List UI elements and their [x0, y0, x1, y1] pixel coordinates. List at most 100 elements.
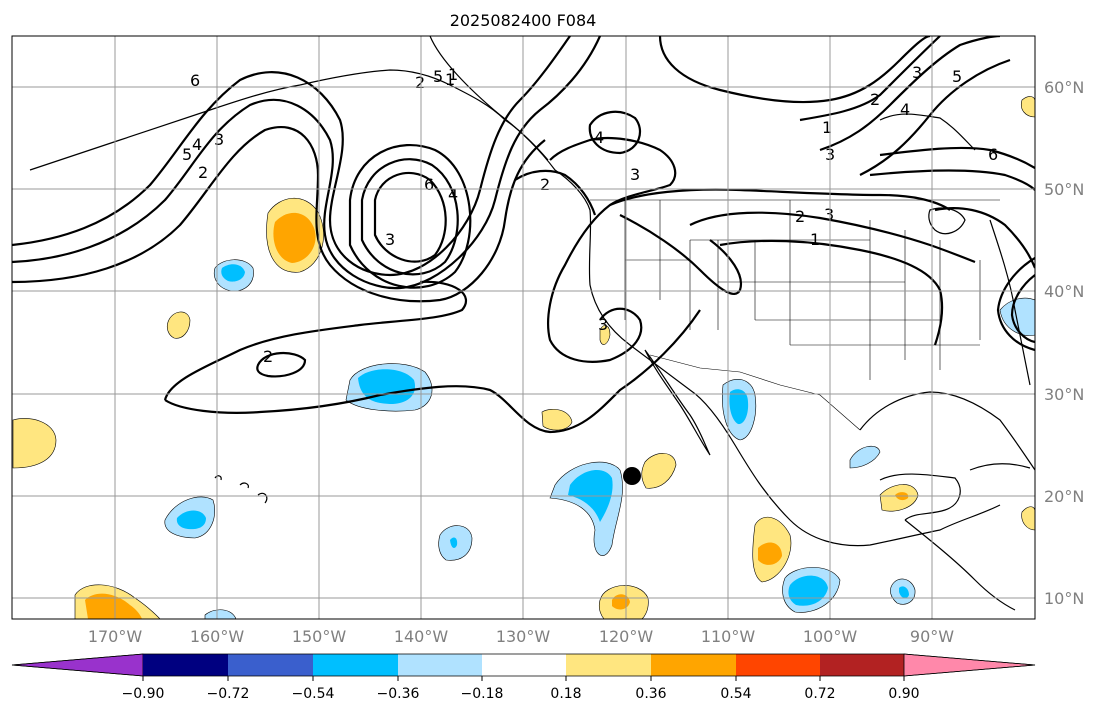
gridlines: [12, 36, 1035, 619]
hawaiian-islands: [214, 475, 268, 504]
negative-anomaly-region: [999, 297, 1035, 336]
contour-label: 5: [952, 67, 962, 86]
map-panel: 6 5 4 3 2 1 6 5 4 3 2 1 2 3 4 3 2 1 2 3: [11, 15, 1084, 646]
contour-line: [348, 144, 472, 289]
positive-anomaly-region: [166, 311, 191, 339]
contour-label: 3: [630, 165, 640, 184]
contour-label: 3: [912, 63, 922, 82]
map-title: 2025082400 F084: [450, 11, 597, 30]
alaska-coastline: [299, 69, 549, 161]
contour-label: 2: [795, 207, 805, 226]
contour-label: 1: [822, 118, 832, 137]
negative-anomaly-core: [358, 369, 416, 404]
contour-label: 1: [448, 65, 458, 84]
contour-line: [12, 36, 602, 290]
contour-line: [360, 158, 459, 276]
lat-label: 30°N: [1044, 385, 1084, 404]
positive-anomaly-core: [758, 542, 782, 565]
yucatan-coastline: [879, 473, 961, 521]
longitude-labels: 170°W 160°W 150°W 140°W 130°W 120°W 110°…: [88, 627, 954, 646]
colorbar-tick-label: 0.18: [550, 686, 581, 702]
colorbar-segment: [651, 654, 736, 676]
location-marker: [623, 467, 641, 485]
colorbar-segment: [143, 654, 228, 676]
lon-label: 120°W: [599, 627, 654, 646]
contour-label: 2: [540, 175, 550, 194]
lon-label: 150°W: [292, 627, 347, 646]
great-lakes-outline: [928, 207, 966, 235]
lat-label: 10°N: [1044, 589, 1084, 608]
contour-label: 2: [263, 347, 273, 366]
negative-anomaly-core: [729, 389, 749, 425]
contour-line: [373, 171, 447, 263]
contour-label: 2: [870, 90, 880, 109]
colorbar-tick-label: 0.90: [888, 686, 919, 702]
contour-label: 5: [433, 67, 443, 86]
aleutian-islands: [29, 84, 301, 171]
lon-label: 90°W: [910, 627, 954, 646]
colorbar-segment: [566, 654, 651, 676]
lat-label: 20°N: [1044, 487, 1084, 506]
lon-label: 160°W: [190, 627, 245, 646]
contour-label: 3: [385, 230, 395, 249]
contour-label: 5: [182, 145, 192, 164]
colorbar-segment: [398, 654, 482, 676]
gulf-of-mexico-coastline: [859, 391, 1035, 471]
negative-anomaly-core: [450, 537, 458, 548]
contour-line: [819, 36, 1001, 152]
positive-anomaly-region: [12, 418, 57, 469]
contour-label: 2: [198, 163, 208, 182]
lon-label: 140°W: [394, 627, 449, 646]
contour-label: 6: [190, 71, 200, 90]
contour-line: [619, 214, 743, 295]
contour-label: 3: [598, 315, 608, 334]
colorbar-segment: [820, 654, 904, 676]
lon-label: 110°W: [701, 627, 756, 646]
contour-line: [256, 352, 307, 378]
contour-label: 4: [900, 100, 910, 119]
lon-label: 170°W: [88, 627, 143, 646]
contour-label: 4: [594, 128, 604, 147]
colorbar-segment: [228, 654, 313, 676]
colorbar-tick-label: −0.36: [377, 686, 420, 702]
map-frame: [11, 35, 1036, 620]
colorbar-segment: [313, 654, 398, 676]
contour-line: [1010, 274, 1035, 344]
contour-label: 1: [1020, 15, 1030, 34]
contour-line: [719, 239, 944, 346]
hudson-bay-coastline: [879, 113, 976, 151]
contour-line: [859, 58, 1011, 176]
contour-label: 4: [192, 135, 202, 154]
colorbar: −0.90 −0.72 −0.54 −0.36 −0.18 0.18 0.36 …: [11, 653, 1036, 702]
contour-label: 1: [445, 70, 455, 89]
contour-line: [12, 126, 546, 303]
contour-line: [996, 257, 1035, 352]
contour-label: 2: [415, 73, 425, 92]
contour-line: [934, 207, 1035, 269]
lon-label: 130°W: [496, 627, 551, 646]
positive-anomaly-region: [1021, 506, 1035, 531]
contour-line: [164, 309, 701, 434]
contour-line: [689, 211, 976, 264]
negative-anomaly-region: [849, 445, 881, 469]
colorbar-ticks: [142, 676, 905, 681]
lat-label: 50°N: [1044, 180, 1084, 199]
negative-anomaly-region: [204, 609, 237, 619]
colorbar-extend-low: [11, 653, 144, 677]
colorbar-tick-label: −0.90: [122, 686, 165, 702]
contour-label: 3: [824, 205, 834, 224]
contour-line: [879, 146, 1035, 169]
colorbar-tick-label: 0.54: [720, 686, 751, 702]
contour-line: [588, 110, 642, 155]
colorbar-tick-label: −0.54: [292, 686, 335, 702]
cuba-coastline: [969, 463, 1031, 471]
colorbar-tick-label: −0.72: [207, 686, 250, 702]
positive-anomaly-region: [541, 409, 573, 431]
contour-label: 3: [214, 130, 224, 149]
contour-label: 6: [424, 175, 434, 194]
contour-line: [799, 36, 941, 122]
contour-label: 1: [810, 230, 820, 249]
lat-label: 40°N: [1044, 282, 1084, 301]
colorbar-tick-label: −0.18: [461, 686, 504, 702]
contour-line: [609, 188, 951, 211]
